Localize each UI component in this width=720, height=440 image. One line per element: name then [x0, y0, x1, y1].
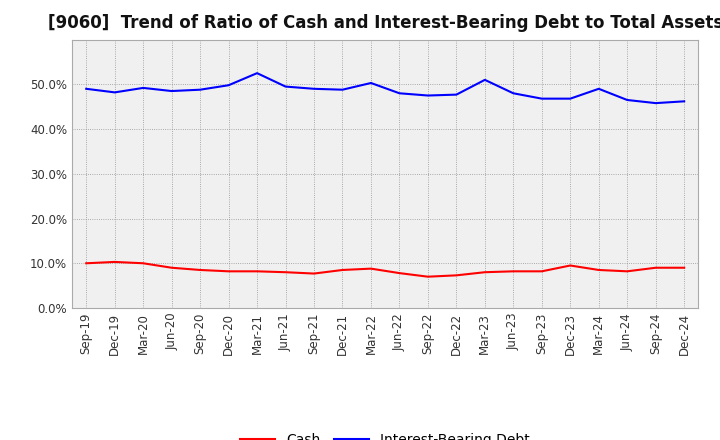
Cash	[680, 265, 688, 270]
Interest-Bearing Debt	[82, 86, 91, 92]
Cash	[652, 265, 660, 270]
Cash	[537, 269, 546, 274]
Cash	[595, 268, 603, 273]
Cash	[196, 268, 204, 273]
Cash	[509, 269, 518, 274]
Cash	[139, 260, 148, 266]
Cash	[310, 271, 318, 276]
Interest-Bearing Debt	[623, 97, 631, 103]
Interest-Bearing Debt	[652, 100, 660, 106]
Interest-Bearing Debt	[310, 86, 318, 92]
Cash	[282, 270, 290, 275]
Cash	[338, 268, 347, 273]
Cash	[423, 274, 432, 279]
Cash	[452, 273, 461, 278]
Interest-Bearing Debt	[537, 96, 546, 101]
Title: [9060]  Trend of Ratio of Cash and Interest-Bearing Debt to Total Assets: [9060] Trend of Ratio of Cash and Intere…	[48, 15, 720, 33]
Interest-Bearing Debt	[566, 96, 575, 101]
Interest-Bearing Debt	[452, 92, 461, 97]
Interest-Bearing Debt	[167, 88, 176, 94]
Interest-Bearing Debt	[480, 77, 489, 82]
Cash	[395, 271, 404, 276]
Cash	[110, 259, 119, 264]
Interest-Bearing Debt	[509, 91, 518, 96]
Cash	[366, 266, 375, 271]
Interest-Bearing Debt	[196, 87, 204, 92]
Interest-Bearing Debt	[366, 81, 375, 86]
Interest-Bearing Debt	[595, 86, 603, 92]
Cash	[167, 265, 176, 270]
Interest-Bearing Debt	[225, 83, 233, 88]
Cash	[253, 269, 261, 274]
Cash	[225, 269, 233, 274]
Interest-Bearing Debt	[253, 70, 261, 76]
Line: Cash: Cash	[86, 262, 684, 277]
Interest-Bearing Debt	[338, 87, 347, 92]
Legend: Cash, Interest-Bearing Debt: Cash, Interest-Bearing Debt	[235, 428, 536, 440]
Interest-Bearing Debt	[110, 90, 119, 95]
Cash	[623, 269, 631, 274]
Interest-Bearing Debt	[680, 99, 688, 104]
Interest-Bearing Debt	[282, 84, 290, 89]
Line: Interest-Bearing Debt: Interest-Bearing Debt	[86, 73, 684, 103]
Cash	[566, 263, 575, 268]
Interest-Bearing Debt	[423, 93, 432, 98]
Cash	[82, 260, 91, 266]
Interest-Bearing Debt	[139, 85, 148, 91]
Interest-Bearing Debt	[395, 91, 404, 96]
Cash	[480, 270, 489, 275]
